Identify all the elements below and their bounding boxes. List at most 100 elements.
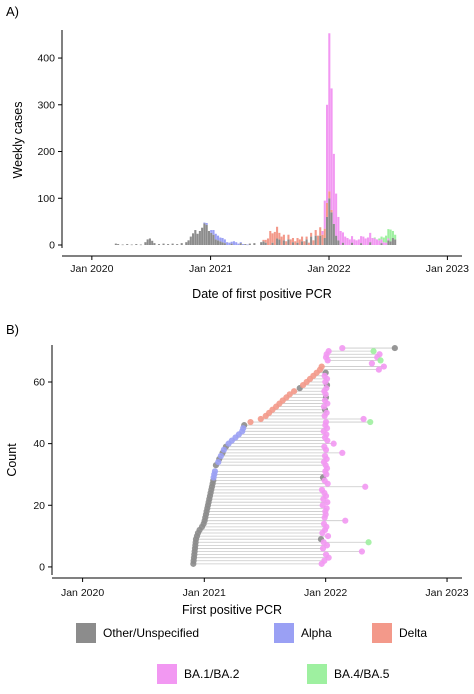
bar-ba-1-ba-2 (355, 240, 358, 245)
panel-b-y-tick-label: 0 (39, 561, 45, 573)
point-ba-1-ba-2 (339, 344, 346, 352)
bar-other-unspecified (219, 241, 222, 245)
bar-delta (298, 239, 301, 245)
bar-other-unspecified (185, 242, 188, 245)
point-delta (286, 391, 293, 398)
bar-ba-4-ba-5 (373, 237, 376, 239)
panel-a-x-ticks: Jan 2020 Jan 2021 Jan 2022 Jan 2023 (70, 256, 469, 275)
bar-ba-4-ba-5 (394, 234, 397, 240)
bar-other-unspecified (278, 239, 281, 245)
bar-ba-1-ba-2 (373, 238, 376, 245)
bar-ba-1-ba-2 (348, 239, 351, 245)
bar-other-unspecified (341, 242, 344, 245)
point-ba-4-ba-5 (370, 348, 377, 355)
point-ba-1-ba-2 (362, 483, 369, 490)
point-ba-1-ba-2 (325, 348, 332, 355)
bar-delta (328, 191, 331, 199)
bar-other-unspecified (332, 223, 335, 245)
bar-delta (303, 241, 306, 245)
bar-alpha (226, 242, 229, 245)
point-delta (290, 388, 298, 395)
bar-alpha (230, 241, 233, 244)
bar-ba-1-ba-2 (360, 236, 363, 244)
point-ba-1-ba-2 (321, 477, 328, 484)
legend-label-alpha: Alpha (301, 626, 332, 640)
bar-other-unspecified (212, 234, 215, 245)
bar-ba-1-ba-2 (380, 239, 383, 244)
bar-other-unspecified (230, 243, 233, 245)
bar-ba-4-ba-5 (378, 238, 381, 241)
bar-other-unspecified (126, 244, 129, 245)
bar-delta (319, 227, 322, 236)
bar-other-unspecified (264, 242, 267, 245)
bar-other-unspecified (326, 216, 329, 245)
panel-b-y-tick-label: 40 (33, 438, 45, 450)
bar-alpha (217, 235, 220, 241)
bar-other-unspecified (223, 243, 226, 245)
bar-other-unspecified (276, 238, 279, 245)
bar-other-unspecified (248, 243, 251, 245)
bar-other-unspecified (144, 242, 147, 245)
bar-alpha (214, 233, 217, 240)
bar-delta (305, 236, 308, 240)
legend-label-delta: Delta (399, 626, 427, 640)
bar-other-unspecified (350, 242, 354, 245)
point-alpha (240, 425, 247, 432)
point-ba-1-ba-2 (323, 385, 330, 392)
bar-ba-1-ba-2 (369, 232, 372, 243)
bar-other-unspecified (319, 235, 322, 245)
bar-other-unspecified (205, 224, 208, 245)
legend-label-other-unspecified: Other/Unspecified (103, 626, 199, 640)
panel-b-x-axis-title: First positive PCR (182, 603, 282, 617)
point-ba-1-ba-2 (358, 548, 366, 555)
bar-ba-1-ba-2 (321, 230, 324, 235)
bar-delta (316, 235, 320, 245)
legend: Other/Unspecified Alpha Delta BA.1/BA.2 BA.4… (76, 623, 427, 684)
bar-other-unspecified (262, 241, 265, 245)
bar-ba-1-ba-2 (326, 104, 329, 203)
bar-other-unspecified (296, 242, 299, 245)
bar-delta (310, 232, 313, 237)
panel-a-label: A) (6, 4, 19, 19)
bar-delta (296, 237, 299, 243)
bar-other-unspecified (239, 243, 242, 245)
bar-delta (262, 239, 265, 242)
bar-other-unspecified (114, 243, 117, 245)
bar-other-unspecified (176, 244, 179, 245)
bar-ba-1-ba-2 (346, 237, 349, 245)
bar-other-unspecified (217, 240, 220, 245)
bar-ba-1-ba-2 (332, 153, 335, 224)
bar-ba-4-ba-5 (382, 237, 385, 243)
panel-a-x-tick-label: Jan 2020 (70, 263, 113, 275)
bar-ba-4-ba-5 (385, 235, 388, 243)
bar-other-unspecified (180, 243, 183, 245)
bar-other-unspecified (187, 240, 190, 245)
bar-alpha (241, 244, 245, 245)
panel-b-segments (193, 347, 395, 565)
point-ba-1-ba-2 (320, 520, 328, 527)
bar-delta (287, 234, 290, 240)
panel-b-x-tick-label: Jan 2022 (304, 587, 347, 599)
point-ba-1-ba-2 (320, 539, 327, 546)
bar-other-unspecified (323, 237, 326, 245)
panel-b-points (190, 344, 398, 567)
bar-ba-4-ba-5 (380, 236, 383, 240)
bar-ba-4-ba-5 (391, 230, 394, 238)
legend-label-ba-4-ba-5: BA.4/BA.5 (334, 667, 390, 681)
bar-other-unspecified (210, 232, 213, 245)
panel-b-y-axis-title: Count (5, 443, 19, 477)
bar-other-unspecified (201, 227, 204, 245)
bar-ba-1-ba-2 (362, 236, 365, 245)
bar-other-unspecified (194, 230, 197, 245)
bar-ba-1-ba-2 (366, 237, 369, 245)
bar-other-unspecified (162, 243, 165, 245)
legend-swatch-alpha (274, 623, 294, 643)
bar-other-unspecified (301, 241, 304, 245)
point-alpha (215, 459, 222, 466)
bar-other-unspecified (189, 236, 192, 245)
bar-other-unspecified (380, 243, 383, 245)
bar-other-unspecified (221, 242, 224, 245)
bar-ba-1-ba-2 (323, 200, 326, 229)
bar-delta (285, 241, 288, 245)
panel-b-y-ticks: 0 20 40 60 (33, 376, 52, 573)
